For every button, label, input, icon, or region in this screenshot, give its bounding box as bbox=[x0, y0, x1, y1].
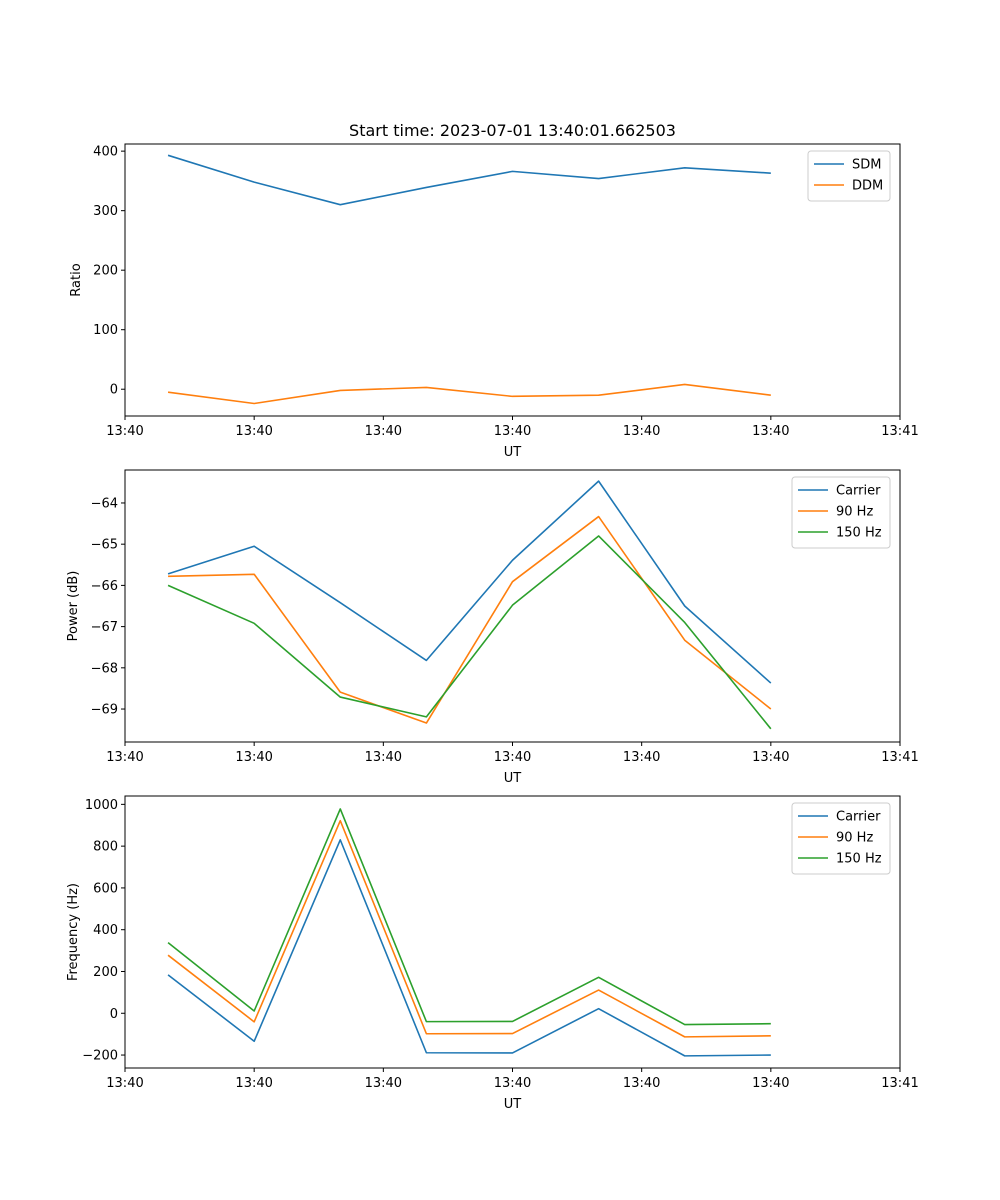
x-tick-label: 13:40 bbox=[365, 1076, 402, 1091]
series-line-150-hz bbox=[167, 535, 772, 730]
y-tick-label: −66 bbox=[91, 579, 118, 594]
y-tick-label: 600 bbox=[93, 881, 118, 896]
x-tick-label: 13:40 bbox=[494, 424, 531, 439]
x-tick-label: 13:40 bbox=[365, 750, 402, 765]
y-tick-label: 400 bbox=[93, 923, 118, 938]
y-tick-label: 400 bbox=[93, 145, 118, 160]
x-axis-label: UT bbox=[504, 445, 522, 460]
x-tick-label: 13:41 bbox=[881, 750, 918, 765]
legend-entry: SDM bbox=[852, 158, 881, 173]
x-tick-label: 13:40 bbox=[365, 424, 402, 439]
x-tick-label: 13:40 bbox=[752, 750, 789, 765]
chart-title: Start time: 2023-07-01 13:40:01.662503 bbox=[349, 121, 676, 140]
legend-box bbox=[791, 476, 891, 549]
legend-entry: 150 Hz bbox=[836, 526, 882, 541]
y-tick-label: 100 bbox=[93, 323, 118, 338]
subplot-2: 13:40 13:40 13:40 13:40 13:40 13:40 13:41 −69 −6… bbox=[66, 469, 919, 786]
series-line-90-hz bbox=[168, 515, 772, 724]
x-tick-label: 13:40 bbox=[235, 424, 272, 439]
x-tick-label: 13:40 bbox=[106, 1076, 143, 1091]
y-tick-label: 0 bbox=[110, 383, 118, 398]
y-axis-label: Frequency (Hz) bbox=[66, 883, 81, 981]
y-axis-label: Power (dB) bbox=[66, 571, 81, 642]
legend-entry: 90 Hz bbox=[836, 505, 873, 520]
x-tick-label: 13:40 bbox=[235, 1076, 272, 1091]
y-tick-label: −200 bbox=[82, 1049, 118, 1064]
legend-entry: Carrier bbox=[836, 810, 881, 825]
y-tick-label: −69 bbox=[91, 703, 118, 718]
y-tick-label: −64 bbox=[91, 496, 118, 511]
x-tick-label: 13:41 bbox=[881, 1076, 918, 1091]
x-tick-label: 13:40 bbox=[623, 750, 660, 765]
x-tick-label: 13:40 bbox=[494, 1076, 531, 1091]
series-line-carrier bbox=[167, 480, 772, 684]
y-tick-label: −65 bbox=[91, 538, 118, 553]
x-axis-label: UT bbox=[504, 771, 522, 786]
x-tick-label: 13:40 bbox=[106, 750, 143, 765]
series-line-ddm bbox=[167, 383, 771, 405]
series-line-carrier bbox=[167, 839, 771, 1057]
legend: Carrier 90 Hz 150 Hz bbox=[791, 802, 891, 875]
axes-frame bbox=[124, 143, 901, 417]
x-tick-label: 13:40 bbox=[752, 424, 789, 439]
subplot-1: 13:40 13:40 13:40 13:40 13:40 13:40 13:41 0 100 2… bbox=[69, 121, 919, 460]
y-tick-label: 200 bbox=[93, 264, 118, 279]
y-tick-label: 300 bbox=[93, 204, 118, 219]
x-tick-label: 13:40 bbox=[623, 1076, 660, 1091]
x-tick-label: 13:41 bbox=[881, 424, 918, 439]
subplot-3: 13:40 13:40 13:40 13:40 13:40 13:40 13:41 −200 0… bbox=[66, 795, 919, 1112]
legend-entry: 90 Hz bbox=[836, 831, 873, 846]
legend-box bbox=[791, 802, 891, 875]
legend-entry: 150 Hz bbox=[836, 852, 882, 867]
series-line-sdm bbox=[167, 154, 771, 206]
legend-entry: DDM bbox=[852, 179, 883, 194]
y-tick-label: 0 bbox=[110, 1007, 118, 1022]
y-tick-label: −68 bbox=[91, 661, 118, 676]
x-axis-label: UT bbox=[504, 1097, 522, 1112]
y-axis-label: Ratio bbox=[69, 263, 84, 296]
x-tick-label: 13:40 bbox=[494, 750, 531, 765]
x-tick-label: 13:40 bbox=[235, 750, 272, 765]
axes-frame bbox=[124, 795, 901, 1069]
x-tick-label: 13:40 bbox=[752, 1076, 789, 1091]
legend: Carrier 90 Hz 150 Hz bbox=[791, 476, 891, 549]
x-tick-label: 13:40 bbox=[623, 424, 660, 439]
y-tick-label: −67 bbox=[91, 620, 118, 635]
series-line-150-hz bbox=[167, 808, 771, 1026]
y-tick-label: 800 bbox=[93, 840, 118, 855]
x-tick-label: 13:40 bbox=[106, 424, 143, 439]
series-line-90-hz bbox=[167, 819, 771, 1038]
legend-entry: Carrier bbox=[836, 484, 881, 499]
y-tick-label: 1000 bbox=[85, 798, 118, 813]
legend: SDM DDM bbox=[807, 150, 891, 202]
y-tick-label: 200 bbox=[93, 965, 118, 980]
